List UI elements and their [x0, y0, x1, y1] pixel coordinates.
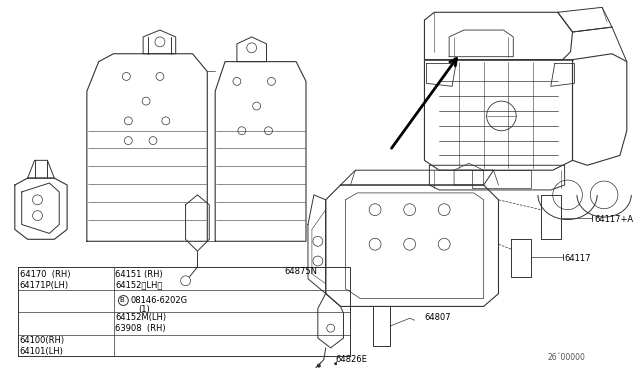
Text: 64170  (RH): 64170 (RH)	[20, 270, 70, 279]
Text: 63908  (RH): 63908 (RH)	[115, 324, 166, 333]
Circle shape	[317, 364, 321, 368]
Text: 64151 (RH): 64151 (RH)	[115, 270, 163, 279]
Text: (1): (1)	[138, 305, 150, 314]
Text: 64117: 64117	[564, 254, 591, 263]
Text: 64152M(LH): 64152M(LH)	[115, 313, 166, 322]
Text: 64826E: 64826E	[335, 355, 367, 364]
Text: 64117+A: 64117+A	[594, 215, 634, 224]
Text: 26´00000: 26´00000	[548, 353, 586, 362]
Text: 64875N: 64875N	[284, 267, 317, 276]
Circle shape	[334, 362, 337, 365]
Text: 08146-6202G: 08146-6202G	[131, 296, 188, 305]
Text: 64171P(LH): 64171P(LH)	[20, 281, 69, 290]
Text: 64100(RH): 64100(RH)	[20, 336, 65, 345]
Text: 64101(LH): 64101(LH)	[20, 347, 63, 356]
Text: B: B	[119, 296, 124, 302]
Text: 64152〈LH〉: 64152〈LH〉	[115, 281, 163, 290]
Text: 64807: 64807	[424, 313, 451, 322]
